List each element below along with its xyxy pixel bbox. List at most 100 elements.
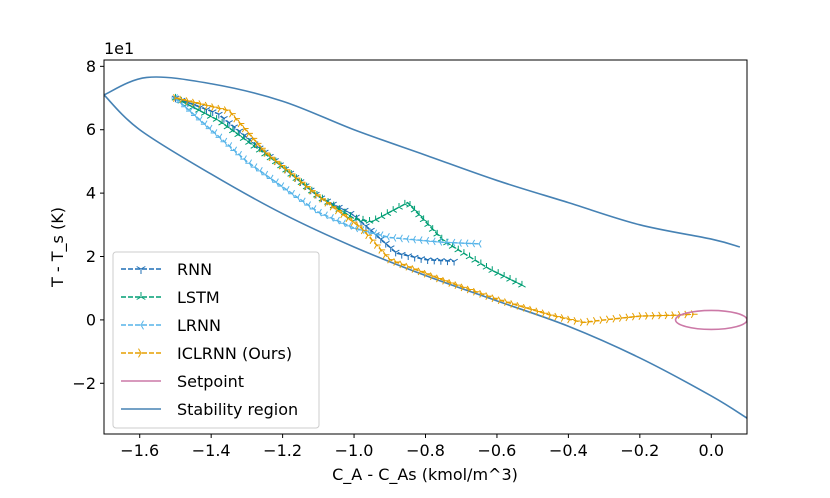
series-marker-lrnn-20 <box>272 178 279 187</box>
series-marker-iclrnn-ours-1 <box>179 95 187 104</box>
series-marker-iclrnn-ours-5 <box>204 101 212 110</box>
series-marker-lrnn-28 <box>315 208 322 217</box>
series-marker-iclrnn-ours-51 <box>442 276 449 285</box>
series-marker-rnn-44 <box>410 254 419 262</box>
series-marker-lstm-53 <box>460 249 468 256</box>
series-marker-lstm-12 <box>239 134 248 141</box>
legend-marker-lstm <box>136 292 146 300</box>
series-marker-iclrnn-ours-77 <box>605 315 613 324</box>
y-tick-label-3: 4 <box>86 184 96 203</box>
y-tick-label-2: 2 <box>86 247 96 266</box>
y-axis-label: T - T_s (K) <box>48 207 68 288</box>
series-marker-rnn-5 <box>202 106 211 114</box>
legend-label-iclrnn-ours: ICLRNN (Ours) <box>177 344 292 363</box>
series-marker-iclrnn-ours-86 <box>664 311 672 320</box>
series-marker-rnn-43 <box>404 253 413 261</box>
series-marker-iclrnn-ours-81 <box>632 312 639 321</box>
series-marker-iclrnn-ours-52 <box>448 279 456 287</box>
series-marker-lrnn-18 <box>261 170 269 179</box>
series-marker-iclrnn-ours-3 <box>192 98 199 107</box>
series-marker-lstm-39 <box>389 206 398 213</box>
series-marker-iclrnn-ours-28 <box>319 194 326 203</box>
series-marker-lstm-58 <box>488 266 497 273</box>
legend-marker-iclrnn-ours <box>138 348 146 358</box>
series-marker-iclrnn-ours-15 <box>254 139 262 148</box>
series-marker-lstm-60 <box>500 272 509 279</box>
series-marker-lstm-57 <box>482 262 491 270</box>
series-marker-iclrnn-ours-73 <box>579 318 587 327</box>
series-marker-iclrnn-ours-64 <box>522 303 530 312</box>
series-marker-iclrnn-ours-6 <box>211 103 218 111</box>
series-marker-rnn-49 <box>443 258 452 266</box>
series-marker-lrnn-53 <box>474 239 482 248</box>
series-marker-iclrnn-ours-19 <box>273 157 281 166</box>
series-marker-lrnn-22 <box>282 186 290 194</box>
series-marker-iclrnn-ours-66 <box>535 307 543 316</box>
series-marker-iclrnn-ours-82 <box>638 312 646 320</box>
x-tick-label-8: 0.0 <box>699 441 724 460</box>
series-marker-iclrnn-ours-18 <box>268 153 276 162</box>
series-marker-iclrnn-ours-16 <box>259 144 266 153</box>
series-marker-rnn-41 <box>391 249 400 257</box>
series-marker-iclrnn-ours-80 <box>625 313 633 322</box>
series-marker-iclrnn-ours-69 <box>554 312 562 321</box>
y-axis-ticks: −2 0 2 4 6 8 <box>72 57 104 393</box>
series-line-lrnn <box>174 97 480 245</box>
series-marker-iclrnn-ours-79 <box>618 314 626 322</box>
legend-frame <box>112 251 320 429</box>
series-marker-iclrnn-ours-33 <box>345 214 353 223</box>
series-marker-lstm-48 <box>433 229 442 237</box>
series-marker-iclrnn-ours-36 <box>360 226 368 235</box>
series-marker-iclrnn-ours-47 <box>417 267 425 276</box>
series-marker-lstm-42 <box>406 200 414 208</box>
series-marker-lstm-7 <box>212 115 221 122</box>
series-marker-lrnn-4 <box>190 111 198 120</box>
series-marker-iclrnn-ours-32 <box>340 210 347 219</box>
series-marker-iclrnn-ours-21 <box>283 165 291 174</box>
series-marker-lstm-45 <box>419 215 428 223</box>
series-marker-lrnn-8 <box>210 129 218 137</box>
series-marker-lrnn-26 <box>304 201 312 210</box>
legend-entry-iclrnn-ours: ICLRNN (Ours) <box>121 344 292 363</box>
series-line-rnn <box>175 97 455 262</box>
series-marker-iclrnn-ours-22 <box>288 170 296 178</box>
series-marker-lrnn-39 <box>383 232 390 241</box>
series-marker-iclrnn-ours-78 <box>612 314 620 323</box>
y-tick-label-1: 0 <box>86 310 96 329</box>
legend-entry-rnn: RNN <box>121 260 212 279</box>
y-tick-label-0: −2 <box>72 374 96 393</box>
series-marker-lstm-8 <box>218 118 227 126</box>
series-marker-iclrnn-ours-49 <box>429 272 437 280</box>
series-marker-lrnn-13 <box>235 150 242 159</box>
series-marker-lstm-54 <box>465 252 474 260</box>
series-marker-lrnn-15 <box>245 159 253 168</box>
series-marker-lrnn-32 <box>339 219 346 228</box>
series-marker-lstm-44 <box>415 210 423 218</box>
series-marker-iclrnn-ours-76 <box>599 316 607 325</box>
legend-label-lstm: LSTM <box>177 288 220 307</box>
series-marker-lstm-13 <box>245 138 253 145</box>
series-marker-lrnn-47 <box>435 238 443 246</box>
series-marker-iclrnn-ours-70 <box>560 314 568 322</box>
series-marker-iclrnn-ours-27 <box>313 190 321 199</box>
series-marker-lrnn-37 <box>370 229 378 238</box>
series-marker-iclrnn-ours-37 <box>365 231 372 240</box>
series-marker-lstm-52 <box>454 245 463 253</box>
series-marker-iclrnn-ours-54 <box>460 283 468 292</box>
x-tick-label-2: −1.2 <box>263 441 302 460</box>
series-marker-lstm-55 <box>471 256 480 263</box>
y-tick-label-5: 8 <box>86 57 96 76</box>
x-tick-label-1: −1.4 <box>192 441 231 460</box>
setpoint-ellipse <box>674 309 747 331</box>
series-marker-iclrnn-ours-85 <box>658 311 665 320</box>
series-marker-rnn-35 <box>362 223 370 231</box>
series-marker-lrnn-48 <box>442 238 449 247</box>
series-marker-iclrnn-ours-61 <box>504 298 511 307</box>
series-marker-iclrnn-ours-23 <box>293 174 301 182</box>
series-marker-iclrnn-ours-50 <box>436 274 443 283</box>
x-tick-label-6: −0.4 <box>549 441 588 460</box>
series-marker-lrnn-17 <box>256 166 263 175</box>
series-marker-iclrnn-ours-25 <box>303 182 311 191</box>
legend-entry-lstm: LSTM <box>121 288 220 307</box>
